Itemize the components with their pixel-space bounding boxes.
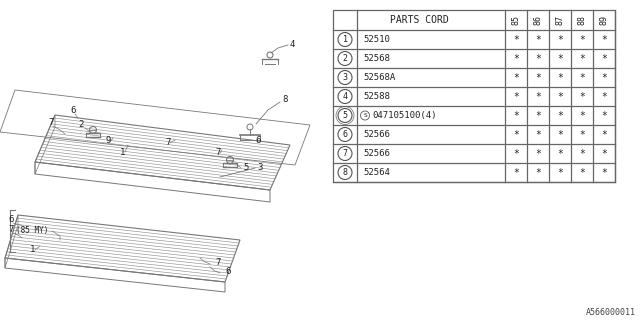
- Text: 9: 9: [105, 136, 110, 145]
- Text: 88: 88: [577, 15, 586, 25]
- Text: 047105100(4): 047105100(4): [372, 111, 436, 120]
- Text: *: *: [601, 130, 607, 140]
- Text: 7: 7: [8, 225, 13, 234]
- Text: 52566: 52566: [363, 130, 390, 139]
- Text: 2: 2: [342, 54, 348, 63]
- Text: (85 MY): (85 MY): [16, 227, 49, 236]
- Text: 52568A: 52568A: [363, 73, 396, 82]
- Text: *: *: [557, 110, 563, 121]
- Text: 3: 3: [257, 163, 262, 172]
- Text: 7: 7: [215, 258, 220, 267]
- Text: *: *: [601, 35, 607, 44]
- Text: 8: 8: [342, 168, 348, 177]
- Text: 7: 7: [165, 138, 170, 147]
- Text: *: *: [535, 167, 541, 178]
- Text: 6: 6: [70, 106, 76, 115]
- Text: 2: 2: [78, 120, 83, 129]
- Text: 7: 7: [342, 149, 348, 158]
- Text: *: *: [601, 148, 607, 158]
- Text: *: *: [557, 73, 563, 83]
- Text: *: *: [513, 167, 519, 178]
- Text: 4: 4: [290, 40, 296, 49]
- Text: *: *: [579, 110, 585, 121]
- Text: 7: 7: [48, 118, 53, 127]
- Text: *: *: [513, 130, 519, 140]
- Text: 52564: 52564: [363, 168, 390, 177]
- Text: *: *: [557, 92, 563, 101]
- Text: *: *: [579, 167, 585, 178]
- Text: 89: 89: [600, 15, 609, 25]
- Text: *: *: [513, 92, 519, 101]
- Text: *: *: [557, 148, 563, 158]
- Text: *: *: [579, 148, 585, 158]
- Text: *: *: [579, 130, 585, 140]
- Text: 87: 87: [556, 15, 564, 25]
- Text: *: *: [579, 92, 585, 101]
- Text: *: *: [557, 53, 563, 63]
- Text: 1: 1: [342, 35, 348, 44]
- Text: *: *: [513, 53, 519, 63]
- Text: 1: 1: [30, 245, 35, 254]
- Text: 3: 3: [342, 73, 348, 82]
- Text: *: *: [513, 110, 519, 121]
- Text: *: *: [535, 148, 541, 158]
- Text: S: S: [363, 113, 367, 118]
- Text: PARTS CORD: PARTS CORD: [390, 15, 449, 25]
- Text: *: *: [579, 35, 585, 44]
- Text: 86: 86: [534, 15, 543, 25]
- Text: *: *: [535, 92, 541, 101]
- Text: 4: 4: [342, 92, 348, 101]
- Text: 5: 5: [243, 163, 248, 172]
- Text: 8: 8: [282, 95, 287, 104]
- Text: *: *: [535, 130, 541, 140]
- Text: A566000011: A566000011: [586, 308, 636, 317]
- Text: *: *: [513, 35, 519, 44]
- Text: *: *: [535, 35, 541, 44]
- Text: 85: 85: [511, 15, 520, 25]
- Text: *: *: [601, 167, 607, 178]
- Text: 6: 6: [8, 215, 13, 224]
- Text: *: *: [579, 53, 585, 63]
- Text: *: *: [535, 110, 541, 121]
- Text: *: *: [513, 73, 519, 83]
- Text: 52588: 52588: [363, 92, 390, 101]
- Text: 6: 6: [342, 130, 348, 139]
- Text: *: *: [601, 53, 607, 63]
- Text: 52566: 52566: [363, 149, 390, 158]
- Text: 6: 6: [225, 267, 230, 276]
- Text: *: *: [601, 73, 607, 83]
- Bar: [333, 10, 615, 182]
- Text: *: *: [535, 53, 541, 63]
- Text: *: *: [535, 73, 541, 83]
- Text: *: *: [579, 73, 585, 83]
- Text: *: *: [513, 148, 519, 158]
- Text: 52510: 52510: [363, 35, 390, 44]
- Text: 5: 5: [342, 111, 348, 120]
- Text: 6: 6: [255, 136, 260, 145]
- Text: *: *: [557, 130, 563, 140]
- Text: 1: 1: [120, 148, 125, 157]
- Text: *: *: [601, 110, 607, 121]
- Text: 52568: 52568: [363, 54, 390, 63]
- Text: *: *: [601, 92, 607, 101]
- Text: 7: 7: [215, 148, 220, 157]
- Text: *: *: [557, 35, 563, 44]
- Text: *: *: [557, 167, 563, 178]
